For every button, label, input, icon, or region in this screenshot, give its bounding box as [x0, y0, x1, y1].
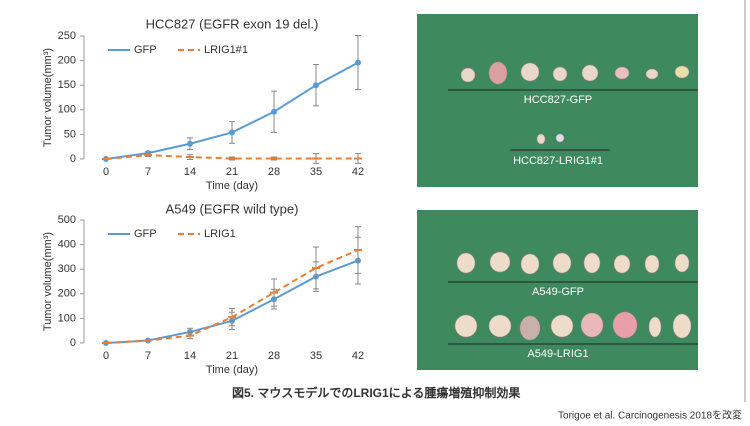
y-tick-label: 150 [58, 79, 76, 91]
caption: 図5. マウスモデルでのLRIG1による腫瘍増殖抑制効果 [232, 385, 520, 400]
legend-label: GFP [134, 228, 157, 240]
x-tick-label: 0 [103, 166, 109, 178]
chart-title: A549 (EGFR wild type) [166, 201, 299, 216]
y-tick-label: 0 [70, 337, 76, 349]
photo-label: HCC827-GFP [524, 94, 592, 106]
credit: Torigoe et al. Carcinogenesis 2018を改変 [558, 409, 742, 422]
y-tick-label: 250 [58, 30, 76, 42]
legend-label: GFP [134, 44, 157, 56]
y-tick-label: 100 [58, 312, 76, 324]
marker [355, 60, 361, 66]
x-tick-label: 7 [145, 350, 151, 362]
x-tick-label: 42 [352, 166, 364, 178]
y-tick-label: 400 [58, 239, 76, 251]
x-tick-label: 14 [184, 166, 196, 178]
series-line [106, 261, 358, 343]
photo-label: HCC827-LRIG1#1 [513, 155, 603, 167]
y-tick-label: 0 [70, 153, 76, 165]
legend-label: LRIG1#1 [204, 44, 248, 56]
marker [229, 129, 235, 135]
chart-title: HCC827 (EGFR exon 19 del.) [146, 16, 319, 31]
x-tick-label: 42 [352, 350, 364, 362]
x-tick-label: 35 [310, 350, 322, 362]
x-tick-label: 0 [103, 350, 109, 362]
y-tick-label: 300 [58, 263, 76, 275]
x-tick-label: 28 [268, 350, 280, 362]
x-tick-label: 7 [145, 166, 151, 178]
y-axis-label: Tumor volume(mm³) [42, 48, 54, 147]
x-tick-label: 14 [184, 350, 196, 362]
x-tick-label: 28 [268, 166, 280, 178]
series-line [106, 63, 358, 159]
y-axis-label: Tumor volume(mm³) [42, 232, 54, 331]
y-tick-label: 200 [58, 55, 76, 67]
y-tick-label: 200 [58, 288, 76, 300]
marker [271, 109, 277, 115]
x-axis-label: Time (day) [206, 180, 258, 192]
marker [313, 82, 319, 88]
legend-label: LRIG1 [204, 228, 236, 240]
x-axis-label: Time (day) [206, 364, 258, 376]
x-tick-label: 21 [226, 166, 238, 178]
photo-label: A549-LRIG1 [527, 348, 588, 360]
y-tick-label: 50 [64, 128, 76, 140]
x-tick-label: 21 [226, 350, 238, 362]
figure: HCC827-GFP HCC827-LRIG1#1 A549-GFP A549-… [0, 0, 750, 426]
y-tick-label: 100 [58, 104, 76, 116]
marker [187, 141, 193, 147]
photo-label: A549-GFP [532, 286, 584, 298]
x-tick-label: 35 [310, 166, 322, 178]
y-tick-label: 500 [58, 214, 76, 226]
